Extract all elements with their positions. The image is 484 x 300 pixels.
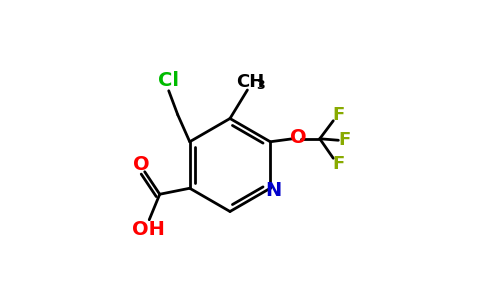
Text: O: O — [290, 128, 306, 147]
Text: CH: CH — [236, 73, 264, 91]
Text: F: F — [333, 155, 345, 173]
Text: Cl: Cl — [158, 71, 179, 90]
Text: F: F — [339, 131, 351, 149]
Text: OH: OH — [132, 220, 165, 239]
Text: F: F — [333, 106, 345, 124]
Text: 3: 3 — [257, 79, 265, 92]
Text: N: N — [266, 181, 282, 200]
Text: O: O — [133, 155, 150, 174]
